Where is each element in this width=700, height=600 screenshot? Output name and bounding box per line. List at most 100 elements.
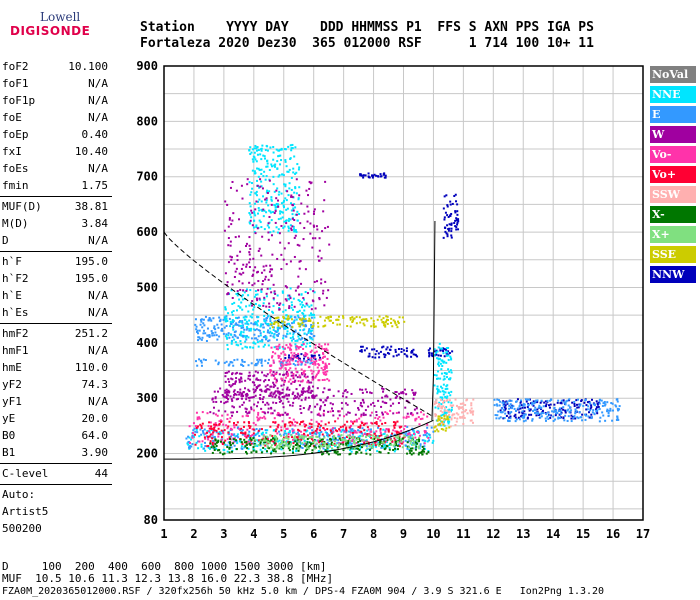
echo-point xyxy=(269,323,272,326)
echo-point xyxy=(379,350,382,353)
echo-point xyxy=(225,395,228,398)
echo-point xyxy=(294,440,297,443)
echo-point xyxy=(430,426,433,429)
echo-point xyxy=(345,413,348,416)
echo-point xyxy=(434,413,437,416)
echo-point xyxy=(402,392,405,395)
echo-point xyxy=(447,411,450,414)
echo-point xyxy=(259,439,262,442)
echo-point xyxy=(331,410,334,413)
echo-point xyxy=(311,246,314,249)
echo-point xyxy=(248,149,251,152)
param-value: 195.0 xyxy=(74,255,108,268)
echo-point xyxy=(290,339,293,342)
echo-point xyxy=(519,401,522,404)
echo-point xyxy=(228,446,231,449)
echo-point xyxy=(463,416,466,419)
echo-point xyxy=(277,175,280,178)
echo-point xyxy=(313,440,316,443)
echo-point xyxy=(229,395,232,398)
echo-point xyxy=(297,316,300,319)
echo-point xyxy=(469,419,472,422)
echo-point xyxy=(213,426,216,429)
param-row: foF1 N/A xyxy=(0,75,112,92)
echo-point xyxy=(576,403,579,406)
echo-point xyxy=(454,193,457,196)
echo-point xyxy=(240,330,243,333)
echo-point xyxy=(263,343,266,346)
echo-point xyxy=(231,302,234,305)
echo-point xyxy=(203,428,206,431)
echo-point xyxy=(314,343,317,346)
echo-point xyxy=(215,423,218,426)
echo-point xyxy=(207,435,210,438)
echo-point xyxy=(464,404,467,407)
echo-point xyxy=(220,432,223,435)
echo-point xyxy=(266,435,269,438)
echo-point xyxy=(225,393,228,396)
echo-point xyxy=(304,323,307,326)
echo-point xyxy=(262,446,265,449)
echo-point xyxy=(349,325,352,328)
echo-point xyxy=(318,445,321,448)
echo-point xyxy=(287,170,290,173)
echo-point xyxy=(276,257,279,260)
echo-point xyxy=(291,204,294,207)
echo-point xyxy=(283,381,286,384)
echo-point xyxy=(276,334,279,337)
plot-border xyxy=(163,65,644,521)
echo-point xyxy=(223,318,226,321)
echo-point xyxy=(421,453,424,456)
echo-point xyxy=(302,359,305,362)
echo-point xyxy=(395,431,398,434)
echo-point xyxy=(563,401,566,404)
echo-point xyxy=(552,415,555,418)
echo-point xyxy=(574,411,577,414)
echo-point xyxy=(331,403,334,406)
echo-point xyxy=(284,357,287,360)
echo-point xyxy=(272,283,275,286)
echo-point xyxy=(245,315,248,318)
echo-point xyxy=(442,423,445,426)
echo-point xyxy=(271,165,274,168)
echo-point xyxy=(245,244,248,247)
echo-point xyxy=(261,338,264,341)
echo-point xyxy=(245,450,248,453)
echo-point xyxy=(410,453,413,456)
echo-point xyxy=(291,213,294,216)
echo-point xyxy=(371,422,374,425)
echo-point xyxy=(342,438,345,441)
echo-cluster xyxy=(433,398,475,428)
echo-point xyxy=(253,210,256,213)
echo-point xyxy=(383,444,386,447)
echo-point xyxy=(335,452,338,455)
echo-point xyxy=(297,380,300,383)
echo-point xyxy=(330,430,333,433)
param-row: h`F2 195.0 xyxy=(0,270,112,287)
echo-point xyxy=(308,314,311,317)
echo-point xyxy=(236,410,239,413)
echo-point xyxy=(198,329,201,332)
echo-point xyxy=(310,426,313,429)
echo-point xyxy=(564,401,567,404)
echo-point xyxy=(254,144,257,147)
echo-point xyxy=(322,427,325,430)
echo-point xyxy=(311,362,314,365)
echo-point xyxy=(345,429,348,432)
echo-point xyxy=(241,360,244,363)
x-tick-label: 7 xyxy=(340,527,347,541)
echo-point xyxy=(260,168,263,171)
param-row: h`F 195.0 xyxy=(0,253,112,270)
echo-point xyxy=(272,175,275,178)
echo-point xyxy=(252,447,255,450)
echo-point xyxy=(333,438,336,441)
echo-point xyxy=(276,338,279,341)
echo-point xyxy=(200,320,203,323)
header-values: Fortaleza 2020 Dez30 365 012000 RSF 1 71… xyxy=(140,36,594,51)
echo-point xyxy=(278,447,281,450)
echo-point xyxy=(527,408,530,411)
echo-point xyxy=(235,439,238,442)
echo-point xyxy=(281,420,284,423)
echo-point xyxy=(328,379,331,382)
echo-point xyxy=(268,394,271,397)
